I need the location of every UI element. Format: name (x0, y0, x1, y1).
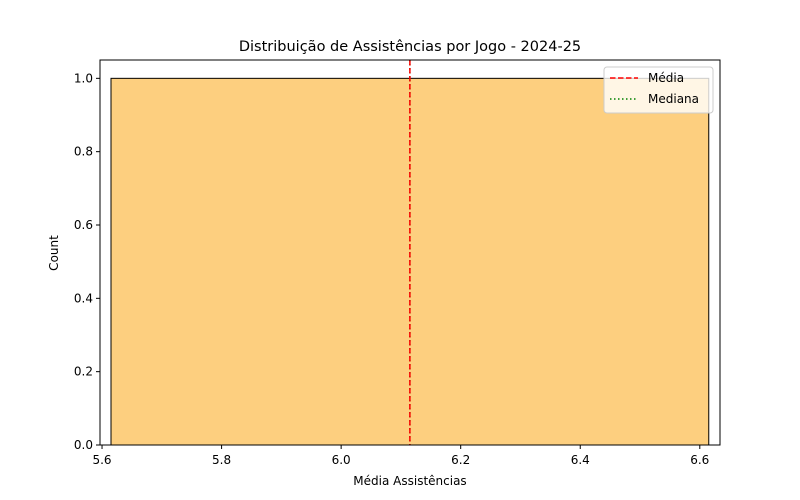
x-tick-label: 5.6 (92, 453, 111, 467)
chart-title: Distribuição de Assistências por Jogo - … (239, 39, 581, 55)
x-axis-label: Média Assistências (353, 474, 466, 488)
y-tick-label: 1.0 (74, 71, 93, 85)
legend-label-1: Mediana (648, 92, 699, 106)
y-tick-label: 0.6 (74, 218, 93, 232)
x-tick-label: 6.2 (451, 453, 470, 467)
x-tick-label: 6.6 (690, 453, 709, 467)
y-axis-ticks: 0.0 0.2 0.4 0.6 0.8 1.0 (74, 71, 100, 452)
y-tick-label: 0.8 (74, 145, 93, 159)
y-axis-label: Count (47, 235, 61, 271)
x-tick-label: 6.0 (332, 453, 351, 467)
plot-area-frame (99, 59, 721, 446)
y-tick-label: 0.2 (74, 365, 93, 379)
legend-label-0: Média (648, 71, 684, 85)
y-tick-label: 0.0 (74, 438, 93, 452)
x-axis-ticks: 5.6 5.8 6.0 6.2 6.4 6.6 (92, 445, 709, 467)
x-tick-label: 6.4 (571, 453, 590, 467)
x-tick-label: 5.8 (212, 453, 231, 467)
legend: Média Mediana (603, 66, 714, 114)
y-tick-label: 0.4 (74, 291, 93, 305)
